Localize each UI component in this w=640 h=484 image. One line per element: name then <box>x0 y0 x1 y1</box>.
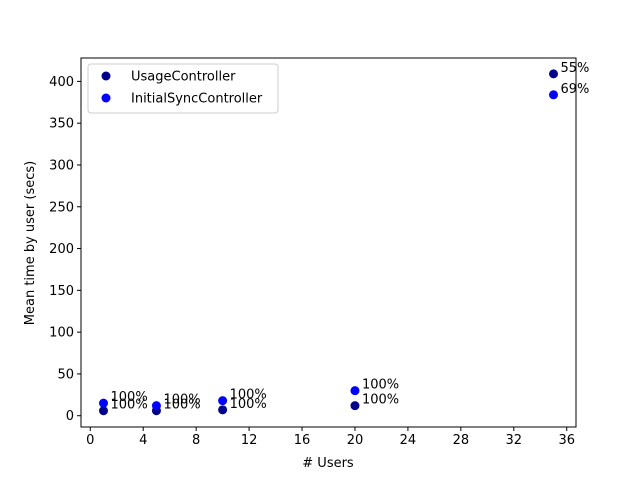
x-tick-label: 12 <box>241 433 258 448</box>
plot-frame <box>80 57 577 428</box>
y-tick-label: 400 <box>49 75 74 90</box>
data-point <box>218 396 228 406</box>
legend-marker <box>101 93 111 103</box>
x-tick-label: 8 <box>192 433 200 448</box>
data-label: 100% <box>111 390 148 405</box>
data-point <box>350 401 360 411</box>
y-tick-label: 50 <box>57 367 74 382</box>
x-axis-label: # Users <box>302 456 354 471</box>
y-tick-label: 100 <box>49 326 74 341</box>
x-tick-label: 16 <box>294 433 311 448</box>
data-label: 100% <box>230 397 267 412</box>
y-axis: 0 50 100 150 200 250 300 350 400 <box>49 75 81 424</box>
x-tick-label: 32 <box>506 433 523 448</box>
data-label: 100% <box>362 393 399 408</box>
y-tick-label: 150 <box>49 284 74 299</box>
data-label: 100% <box>163 398 200 413</box>
data-point <box>549 90 558 100</box>
legend-box <box>87 63 279 114</box>
legend-entry: UsageController <box>131 70 236 85</box>
x-axis: 0 4 8 12 16 20 24 28 32 36 <box>86 427 575 448</box>
data-point <box>99 398 108 408</box>
plot-area <box>80 57 577 428</box>
data-point <box>218 405 228 415</box>
data-point <box>151 401 161 411</box>
x-tick-label: 36 <box>558 433 575 448</box>
data-label: 100% <box>111 398 148 413</box>
x-tick-label: 28 <box>453 433 470 448</box>
data-label: 55% <box>561 61 590 76</box>
data-labels: 100% 100% 100% 100%55%100% 100% 100%100%69% <box>111 61 590 413</box>
data-label: 100% <box>230 388 267 403</box>
x-tick-label: 24 <box>400 433 417 448</box>
x-tick-label: 4 <box>139 433 147 448</box>
y-tick-label: 350 <box>49 117 74 132</box>
data-label: 69% <box>561 82 590 97</box>
y-tick-label: 250 <box>49 200 74 215</box>
legend: UsageController InitialSyncController <box>87 63 279 114</box>
x-tick-label: 0 <box>86 433 94 448</box>
y-tick-label: 200 <box>49 242 74 257</box>
legend-marker <box>101 71 111 81</box>
x-tick-label: 20 <box>347 433 364 448</box>
y-tick-label: 300 <box>49 158 74 173</box>
data-point <box>350 386 360 396</box>
data-label: 100% <box>163 393 200 408</box>
y-axis-label: Mean time by user (secs) <box>23 161 38 325</box>
data-point <box>549 69 558 79</box>
data-label: 100% <box>362 378 399 393</box>
y-tick-label: 0 <box>66 409 74 424</box>
data-point <box>99 406 108 416</box>
legend-entry: InitialSyncController <box>131 92 263 107</box>
data-points <box>99 69 558 416</box>
